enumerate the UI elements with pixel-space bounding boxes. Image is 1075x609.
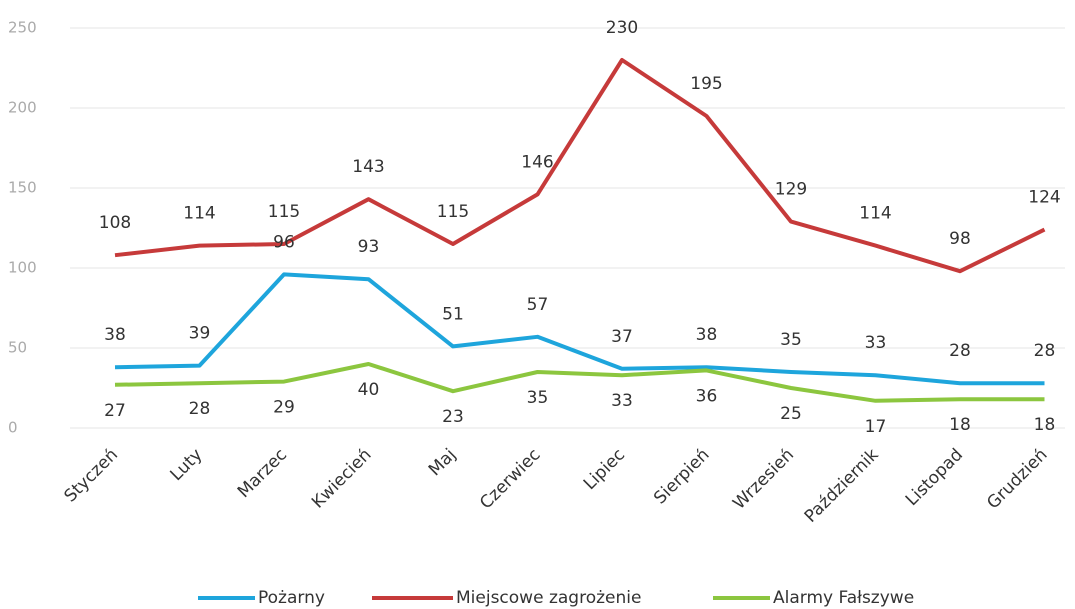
x-tick-label: Maj	[425, 445, 460, 480]
x-tick-label: Luty	[166, 445, 206, 485]
data-label: 38	[696, 325, 718, 345]
series-line	[114, 272, 1045, 386]
data-label: 28	[1034, 341, 1056, 361]
x-tick-label: Czerwiec	[476, 445, 544, 513]
data-label: 39	[189, 324, 211, 344]
data-label: 28	[949, 341, 971, 361]
legend-label: Alarmy Fałszywe	[773, 588, 914, 608]
series-line	[114, 362, 1045, 403]
data-label: 33	[611, 391, 633, 411]
legend-label: Pożarny	[258, 588, 325, 608]
data-label: 230	[606, 18, 638, 38]
data-label: 129	[775, 180, 807, 200]
x-tick-label: Styczeń	[61, 445, 123, 507]
x-tick-label: Listopad	[902, 445, 967, 510]
data-label: 115	[268, 202, 300, 222]
data-label: 35	[780, 330, 802, 350]
x-tick-label: Wrzesień	[729, 445, 798, 514]
y-tick-label: 100	[8, 259, 37, 277]
y-tick-label: 250	[8, 19, 37, 37]
data-label: 38	[104, 325, 126, 345]
x-tick-label: Kwiecień	[308, 445, 376, 513]
data-label: 108	[99, 213, 131, 233]
data-label: 146	[521, 152, 553, 172]
data-label: 27	[104, 401, 126, 421]
data-label: 17	[865, 417, 887, 437]
x-tick-label: Sierpień	[650, 445, 713, 508]
data-label: 37	[611, 327, 633, 347]
y-tick-label: 50	[8, 339, 27, 357]
data-label: 33	[865, 333, 887, 353]
x-tick-label: Grudzień	[983, 445, 1051, 513]
data-label: 29	[273, 398, 295, 418]
y-tick-label: 0	[8, 419, 18, 437]
data-label: 35	[527, 388, 549, 408]
y-tick-label: 150	[8, 179, 37, 197]
y-tick-label: 200	[8, 99, 37, 117]
data-label: 23	[442, 407, 464, 427]
x-tick-label: Marzec	[234, 445, 291, 502]
data-label: 114	[183, 204, 215, 224]
data-label: 96	[273, 232, 295, 252]
legend-label: Miejscowe zagrożenie	[456, 588, 641, 608]
x-tick-label: Lipiec	[580, 445, 629, 494]
data-label: 40	[358, 380, 380, 400]
data-label: 114	[859, 204, 891, 224]
data-label: 143	[352, 157, 384, 177]
x-tick-label: Październik	[801, 445, 883, 527]
data-label: 57	[527, 295, 549, 315]
data-label: 93	[358, 237, 380, 257]
series-line	[114, 58, 1046, 274]
data-label: 115	[437, 202, 469, 222]
data-label: 25	[780, 404, 802, 424]
data-label: 36	[696, 386, 718, 406]
data-label: 18	[949, 415, 971, 435]
data-label: 124	[1028, 188, 1060, 208]
data-label: 51	[442, 304, 464, 324]
data-label: 18	[1034, 415, 1056, 435]
data-label: 28	[189, 399, 211, 419]
data-label: 195	[690, 74, 722, 94]
data-label: 98	[949, 229, 971, 249]
